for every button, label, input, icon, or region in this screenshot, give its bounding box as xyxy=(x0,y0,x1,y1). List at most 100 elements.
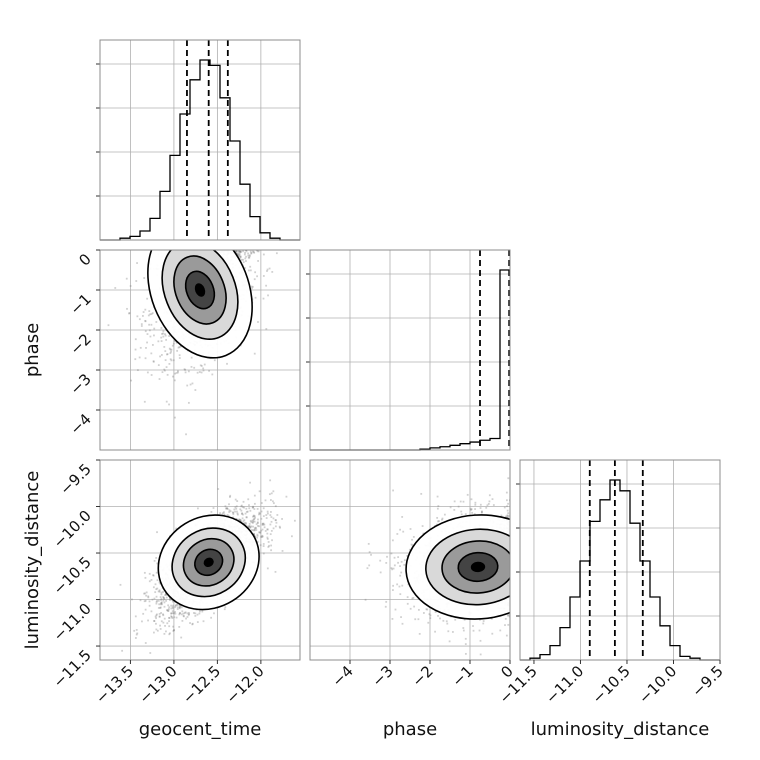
data-point xyxy=(504,624,506,627)
data-point xyxy=(252,251,255,253)
data-point xyxy=(178,607,181,610)
data-point xyxy=(208,369,210,372)
data-point xyxy=(152,574,155,577)
data-point xyxy=(240,509,243,512)
data-point xyxy=(172,629,175,632)
data-point xyxy=(199,364,202,367)
data-point xyxy=(266,536,269,539)
data-point xyxy=(261,523,264,525)
data-point xyxy=(262,507,265,510)
data-point xyxy=(252,515,254,518)
data-point xyxy=(491,632,494,635)
data-point xyxy=(269,479,272,482)
data-point xyxy=(167,610,170,612)
data-point xyxy=(164,594,166,596)
data-point xyxy=(249,526,252,529)
data-point xyxy=(165,599,168,602)
data-point xyxy=(187,614,190,616)
data-point xyxy=(165,630,167,633)
data-point xyxy=(226,362,228,365)
data-point xyxy=(247,525,250,528)
data-point xyxy=(161,371,164,374)
data-point xyxy=(464,513,467,516)
data-point xyxy=(254,526,257,529)
data-point xyxy=(401,622,404,625)
data-point xyxy=(370,553,372,556)
data-point xyxy=(474,501,477,504)
data-point xyxy=(179,345,182,348)
data-point xyxy=(171,606,174,609)
data-point xyxy=(253,278,256,281)
data-point xyxy=(155,595,158,598)
data-point xyxy=(238,518,241,521)
data-point xyxy=(162,335,165,338)
data-point xyxy=(260,517,263,520)
data-point xyxy=(202,369,205,372)
data-point xyxy=(262,297,265,300)
data-point xyxy=(172,342,175,345)
data-point xyxy=(237,253,239,256)
data-point xyxy=(249,265,252,268)
data-point xyxy=(168,633,171,636)
data-point xyxy=(126,307,128,310)
data-point xyxy=(237,250,240,252)
data-point xyxy=(160,593,163,596)
data-point xyxy=(472,625,474,627)
data-point xyxy=(213,359,216,362)
data-point xyxy=(196,613,199,616)
data-point xyxy=(139,599,142,602)
data-point xyxy=(263,523,266,526)
data-point xyxy=(379,571,382,574)
data-point xyxy=(160,597,163,600)
data-point xyxy=(265,328,268,330)
data-point xyxy=(242,261,245,264)
data-point xyxy=(175,372,178,374)
data-point xyxy=(285,495,288,498)
data-point xyxy=(239,519,242,522)
data-point xyxy=(254,535,257,538)
data-point xyxy=(240,258,243,261)
data-point xyxy=(107,324,110,327)
data-point xyxy=(175,527,178,530)
data-point xyxy=(251,287,253,290)
data-point xyxy=(171,610,174,613)
data-point xyxy=(232,513,235,516)
data-point xyxy=(153,620,156,622)
data-point xyxy=(184,368,187,371)
data-point xyxy=(244,257,247,260)
data-point xyxy=(166,609,169,612)
data-point xyxy=(156,613,158,616)
data-point xyxy=(175,616,178,619)
data-point xyxy=(163,369,166,372)
data-point xyxy=(268,544,270,547)
data-point xyxy=(193,366,196,369)
data-point xyxy=(267,294,269,297)
data-point xyxy=(256,534,259,537)
data-point xyxy=(178,625,181,628)
data-point xyxy=(269,523,272,526)
data-point xyxy=(235,251,238,253)
data-point xyxy=(159,603,162,606)
data-point xyxy=(242,500,245,503)
data-point xyxy=(239,255,242,257)
data-point xyxy=(252,529,255,532)
data-point xyxy=(170,612,173,615)
data-point xyxy=(125,277,128,280)
data-point xyxy=(177,370,179,373)
data-point xyxy=(219,512,222,514)
data-point xyxy=(253,533,256,536)
data-point xyxy=(264,499,267,502)
data-point xyxy=(163,598,166,601)
data-point xyxy=(247,252,250,255)
data-point xyxy=(168,625,171,628)
data-point xyxy=(155,601,158,603)
data-point xyxy=(224,505,227,508)
data-point xyxy=(252,525,255,528)
data-point xyxy=(252,520,255,523)
data-point xyxy=(162,599,165,602)
data-point xyxy=(275,519,277,522)
data-point xyxy=(251,506,254,509)
data-point xyxy=(200,371,203,374)
data-point xyxy=(160,602,163,605)
data-point xyxy=(259,531,262,534)
